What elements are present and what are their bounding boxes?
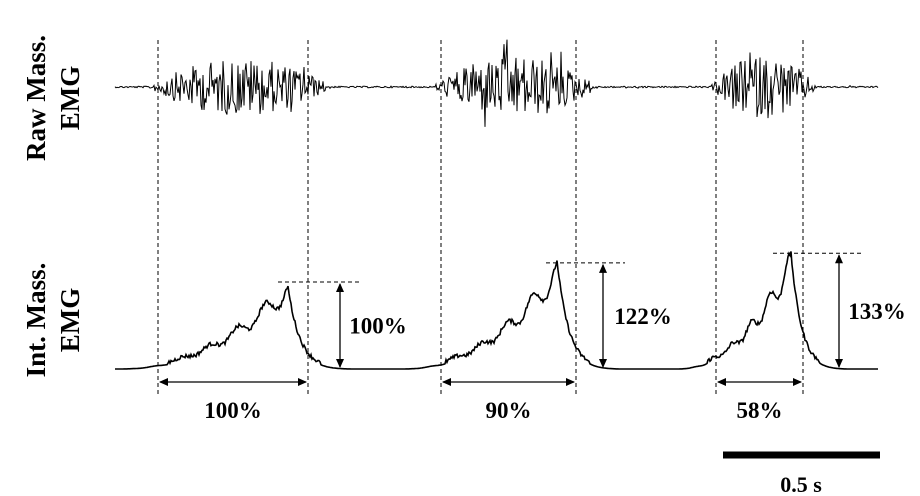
burst-guides <box>157 40 804 395</box>
burst-3-amplitude-arrowhead-down <box>835 359 843 368</box>
int-label-line2: EMG <box>55 288 85 353</box>
burst-1-amplitude-arrowhead-down <box>336 359 344 368</box>
burst-1-duration-arrowhead-right <box>298 378 307 386</box>
burst-2-duration-arrowhead-right <box>566 378 575 386</box>
int-panel-label: Int. Mass. EMG <box>21 263 85 378</box>
burst-2-amplitude-arrowhead-down <box>599 359 607 368</box>
burst-annotations: 100% 100% 90% 122% 58% 133% <box>159 252 906 423</box>
raw-panel-label: Raw Mass. EMG <box>21 35 85 161</box>
burst-3-amplitude-label: 133% <box>848 299 906 324</box>
burst-1-duration-arrowhead-left <box>159 378 168 386</box>
burst-3-duration-arrowhead-left <box>717 378 726 386</box>
raw-label-line2: EMG <box>55 66 85 131</box>
raw-label-line1: Raw Mass. <box>21 35 51 161</box>
burst-3-duration-label: 58% <box>737 398 783 423</box>
raw-emg-trace <box>114 39 879 127</box>
burst-1-amplitude-label: 100% <box>349 314 407 339</box>
integrated-emg-trace <box>115 251 878 370</box>
burst-2-duration-label: 90% <box>486 398 532 423</box>
burst-2-amplitude-arrowhead-up <box>599 263 607 273</box>
burst-2-duration-arrowhead-left <box>442 378 451 386</box>
int-label-line1: Int. Mass. <box>21 263 51 378</box>
burst-3-amplitude-arrowhead-up <box>835 254 843 264</box>
burst-1-duration-label: 100% <box>204 398 262 423</box>
burst-3-duration-arrowhead-right <box>793 378 802 386</box>
burst-1-amplitude-arrowhead-up <box>336 283 344 292</box>
scale-bar-label: 0.5 s <box>780 472 822 496</box>
burst-2-amplitude-label: 122% <box>614 304 672 329</box>
